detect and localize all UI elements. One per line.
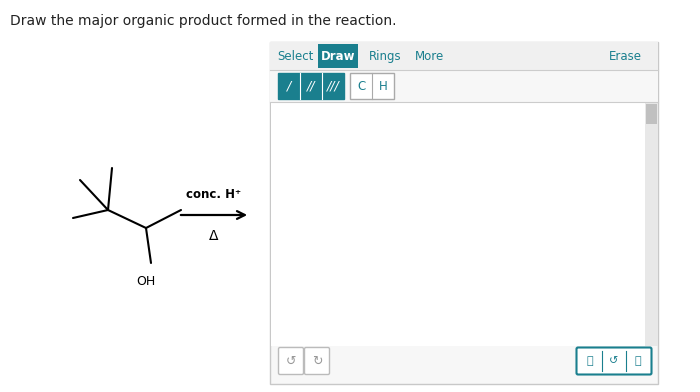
Bar	[278, 73, 344, 99]
Text: 🔍: 🔍	[587, 356, 594, 366]
Text: ↻: ↻	[312, 354, 322, 368]
Text: Select: Select	[276, 49, 313, 62]
Text: H: H	[379, 80, 387, 93]
Text: Draw: Draw	[321, 49, 355, 62]
Text: conc. H⁺: conc. H⁺	[186, 188, 242, 201]
Text: OH: OH	[136, 275, 155, 288]
Text: /: /	[287, 80, 291, 93]
Text: Erase: Erase	[608, 49, 641, 62]
FancyBboxPatch shape	[318, 44, 358, 68]
Bar	[646, 104, 657, 124]
Text: C: C	[357, 80, 365, 93]
Text: //: //	[307, 80, 315, 93]
Bar	[270, 42, 658, 384]
Text: Draw the major organic product formed in the reaction.: Draw the major organic product formed in…	[10, 14, 396, 28]
Bar	[270, 42, 658, 70]
Text: Rings: Rings	[369, 49, 401, 62]
Bar	[270, 70, 658, 102]
Text: ↺: ↺	[609, 356, 619, 366]
FancyBboxPatch shape	[304, 347, 330, 374]
FancyBboxPatch shape	[577, 347, 652, 374]
Text: More: More	[415, 49, 444, 62]
Bar	[271, 102, 645, 346]
Bar	[645, 102, 658, 346]
Text: ///: ///	[327, 80, 340, 93]
Text: Δ: Δ	[209, 229, 218, 243]
Bar	[350, 73, 394, 99]
Text: 🔍: 🔍	[635, 356, 641, 366]
Text: ↺: ↺	[286, 354, 296, 368]
FancyBboxPatch shape	[279, 347, 304, 374]
